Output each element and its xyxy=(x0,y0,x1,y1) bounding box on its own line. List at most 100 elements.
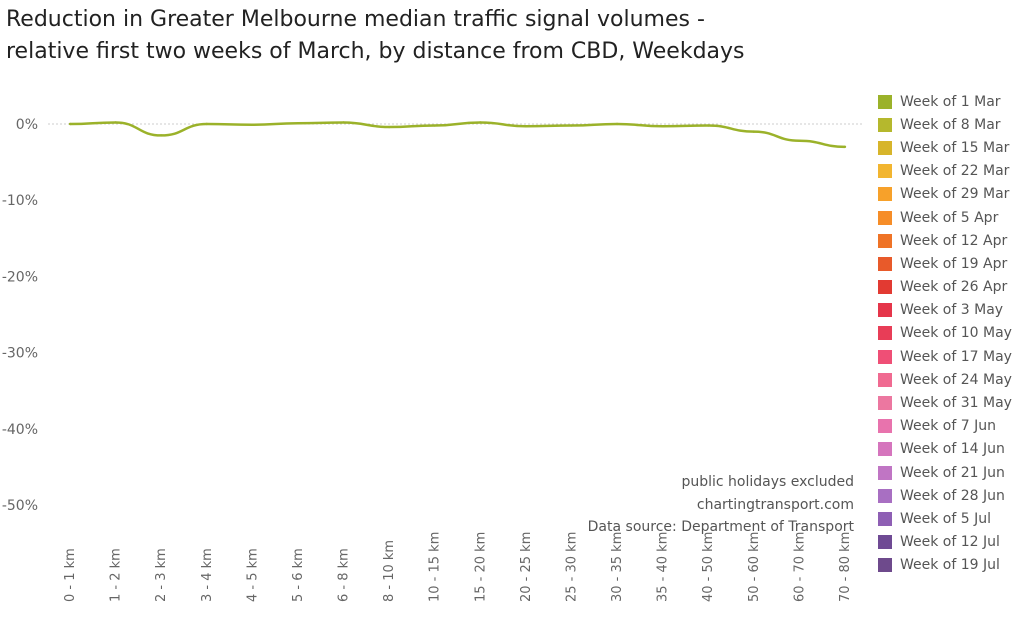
legend-swatch xyxy=(878,558,892,573)
legend-label: Week of 5 Jul xyxy=(900,510,991,527)
data-point xyxy=(570,124,573,127)
legend-swatch xyxy=(878,349,892,364)
data-point xyxy=(205,122,208,126)
x-tick-label: 70 - 80 km xyxy=(838,532,853,602)
data-point xyxy=(114,121,117,124)
legend-swatch xyxy=(878,326,892,341)
x-tick-label: 15 - 20 km xyxy=(473,532,488,602)
legend-swatch xyxy=(878,303,892,318)
legend-item[interactable]: Week of 5 Apr xyxy=(878,206,1012,229)
y-tick-label: 0% xyxy=(16,117,38,133)
data-point xyxy=(843,145,847,149)
data-point xyxy=(433,124,436,127)
legend-label: Week of 21 Jun xyxy=(900,464,1005,481)
legend-item[interactable]: Week of 5 Jul xyxy=(878,507,1012,530)
legend-label: Week of 26 Apr xyxy=(900,279,1008,296)
legend-swatch xyxy=(878,164,892,179)
annotations: public holidays excluded chartingtranspor… xyxy=(588,474,855,535)
legend-label: Week of 29 Mar xyxy=(900,186,1010,203)
x-tick-label: 10 - 15 km xyxy=(428,532,443,602)
legend-item[interactable]: Week of 28 Jun xyxy=(878,484,1012,507)
legend-label: Week of 12 Apr xyxy=(900,232,1008,249)
legend-item[interactable]: Week of 17 May xyxy=(878,345,1012,368)
legend-swatch xyxy=(878,187,892,202)
data-point xyxy=(661,125,664,128)
series-line xyxy=(69,121,846,149)
legend-swatch xyxy=(878,233,892,248)
legend-item[interactable]: Week of 10 May xyxy=(878,322,1012,345)
legend-item[interactable]: Week of 12 Apr xyxy=(878,229,1012,252)
x-tick-label: 6 - 8 km xyxy=(337,548,352,602)
legend-swatch xyxy=(878,419,892,434)
legend-item[interactable]: Week of 19 Jul xyxy=(878,554,1012,577)
legend-swatch xyxy=(878,256,892,271)
x-tick-label: 30 - 35 km xyxy=(610,532,625,602)
y-tick-label: -40% xyxy=(2,422,38,438)
y-axis: 0% -10% -20% -30% -40% -50% xyxy=(2,117,38,514)
legend-label: Week of 19 Apr xyxy=(900,255,1008,272)
legend-label: Week of 15 Mar xyxy=(900,139,1010,156)
legend-label: Week of 5 Apr xyxy=(900,209,999,226)
legend-label: Week of 19 Jul xyxy=(900,557,1000,574)
legend-item[interactable]: Week of 19 Apr xyxy=(878,252,1012,275)
line-chart: 0% -10% -20% -30% -40% -50% 0 - 1 km 1 - 2 km 2… xyxy=(2,117,862,602)
legend-label: Week of 12 Jul xyxy=(900,534,1000,551)
data-point xyxy=(524,125,528,128)
data-point xyxy=(296,122,300,125)
legend-swatch xyxy=(878,372,892,387)
x-axis: 0 - 1 km 1 - 2 km 2 - 3 km 3 - 4 km 4 - 5 km… xyxy=(63,532,853,602)
x-tick-label: 0 - 1 km xyxy=(63,548,78,602)
legend-swatch xyxy=(878,280,892,295)
data-point xyxy=(68,122,72,126)
legend-item[interactable]: Week of 24 May xyxy=(878,368,1012,391)
legend-item[interactable]: Week of 29 Mar xyxy=(878,183,1012,206)
x-tick-label: 3 - 4 km xyxy=(200,548,215,602)
legend-item[interactable]: Week of 15 Mar xyxy=(878,136,1012,159)
x-tick-label: 35 - 40 km xyxy=(656,532,671,602)
data-point xyxy=(615,122,619,126)
legend-swatch xyxy=(878,465,892,480)
x-tick-label: 40 - 50 km xyxy=(701,532,716,602)
legend-swatch xyxy=(878,117,892,132)
legend-label: Week of 22 Mar xyxy=(900,163,1010,180)
x-tick-label: 50 - 60 km xyxy=(747,532,762,602)
legend-label: Week of 10 May xyxy=(900,325,1012,342)
y-tick-label: -30% xyxy=(2,346,38,362)
y-tick-label: -10% xyxy=(2,193,38,209)
legend-swatch xyxy=(878,511,892,526)
x-tick-label: 8 - 10 km xyxy=(382,540,397,602)
data-point xyxy=(752,130,756,133)
data-point xyxy=(159,134,163,137)
legend-item[interactable]: Week of 14 Jun xyxy=(878,438,1012,461)
legend-item[interactable]: Week of 3 May xyxy=(878,299,1012,322)
legend-item[interactable]: Week of 26 Apr xyxy=(878,276,1012,299)
series-group xyxy=(68,121,847,149)
legend-label: Week of 8 Mar xyxy=(900,116,1001,133)
legend-item[interactable]: Week of 12 Jul xyxy=(878,531,1012,554)
legend-swatch xyxy=(878,488,892,503)
chart-title: Reduction in Greater Melbourne median tr… xyxy=(6,7,745,64)
data-point xyxy=(251,123,254,126)
y-tick-label: -50% xyxy=(2,498,38,514)
annotation-text: public holidays excluded xyxy=(681,474,854,490)
y-tick-label: -20% xyxy=(2,269,38,285)
legend-item[interactable]: Week of 21 Jun xyxy=(878,461,1012,484)
x-tick-label: 25 - 30 km xyxy=(564,532,579,602)
legend-label: Week of 28 Jun xyxy=(900,487,1005,504)
annotation-text: Data source: Department of Transport xyxy=(588,519,855,535)
legend-item[interactable]: Week of 7 Jun xyxy=(878,415,1012,438)
legend-item[interactable]: Week of 1 Mar xyxy=(878,90,1012,113)
legend-label: Week of 31 May xyxy=(900,395,1012,412)
data-point xyxy=(707,124,710,127)
legend-label: Week of 1 Mar xyxy=(900,93,1001,110)
x-tick-label: 5 - 6 km xyxy=(291,548,306,602)
legend-label: Week of 14 Jun xyxy=(900,441,1005,458)
legend-item[interactable]: Week of 22 Mar xyxy=(878,160,1012,183)
legend-item[interactable]: Week of 8 Mar xyxy=(878,113,1012,136)
x-tick-label: 2 - 3 km xyxy=(154,548,169,602)
legend-swatch xyxy=(878,396,892,411)
legend-label: Week of 7 Jun xyxy=(900,418,996,435)
legend-swatch xyxy=(878,210,892,225)
legend-item[interactable]: Week of 31 May xyxy=(878,391,1012,414)
x-tick-label: 20 - 25 km xyxy=(519,532,534,602)
